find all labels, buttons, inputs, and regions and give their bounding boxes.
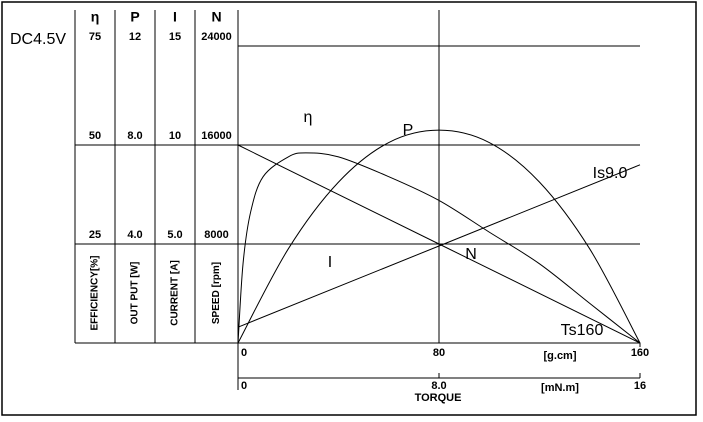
curve-label: P — [403, 122, 414, 139]
tick-label: 15 — [169, 31, 181, 43]
tick-label: 12 — [129, 31, 141, 43]
tick-label: 5.0 — [167, 229, 182, 241]
curve — [237, 164, 641, 328]
x2-tick-label: 8.0 — [431, 380, 446, 392]
axis-title: SPEED [rpm] — [211, 262, 222, 324]
voltage: DC4.5V — [10, 31, 66, 48]
x-tick-label: 160 — [631, 347, 649, 359]
tick-label: 10 — [169, 130, 181, 142]
tick-label: 16000 — [201, 130, 232, 142]
axis-symbol: P — [130, 9, 139, 25]
axis-symbol: I — [173, 9, 177, 25]
axis-symbol: N — [211, 9, 221, 25]
tick-label: 8000 — [204, 229, 228, 241]
tick-label: 50 — [89, 130, 101, 142]
annotation: Is9.0 — [593, 165, 628, 182]
x-tick-label: 80 — [433, 347, 445, 359]
annotation: Ts160 — [561, 322, 604, 339]
x2-tick-label: 0 — [241, 380, 247, 392]
curve-label: I — [328, 254, 332, 271]
x-unit: [g.cm] — [544, 350, 577, 362]
axis-symbol: η — [91, 9, 100, 25]
axis-title: CURRENT [A] — [170, 260, 181, 326]
axis-title: EFFICIENCY[%] — [90, 256, 101, 331]
x-tick-label: 0 — [241, 347, 247, 359]
curve-label: N — [465, 246, 477, 263]
tick-label: 4.0 — [127, 229, 142, 241]
curve-label: η — [304, 109, 313, 126]
tick-label: 24000 — [201, 31, 232, 43]
x2-tick-label: 16 — [634, 380, 646, 392]
frame — [1, 1, 697, 416]
curve — [237, 144, 641, 344]
curve — [237, 152, 641, 344]
tick-label: 75 — [89, 31, 101, 43]
tick-label: 25 — [89, 229, 101, 241]
axis-title: OUT PUT [W] — [130, 262, 141, 325]
x2-unit: [mN.m] — [541, 382, 579, 394]
tick-label: 8.0 — [127, 130, 142, 142]
curve — [237, 129, 641, 344]
x-axis-title: TORQUE — [415, 392, 462, 404]
